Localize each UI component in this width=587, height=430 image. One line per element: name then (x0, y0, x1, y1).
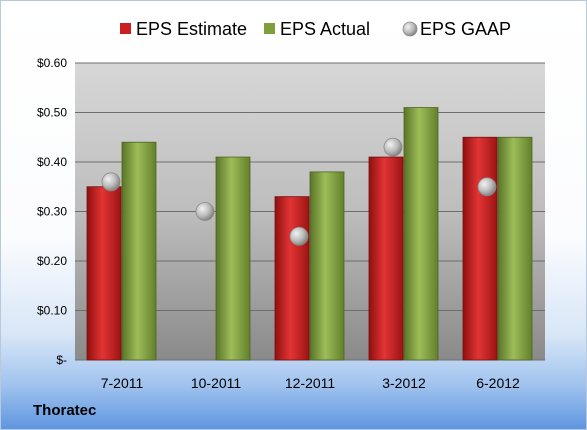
y-tick-label: $0.30 (37, 205, 67, 219)
legend-swatch (264, 23, 275, 34)
bars (86, 107, 533, 361)
bar-eps-actual (403, 107, 439, 361)
bar-eps-estimate (274, 196, 310, 361)
point-eps-gaap (195, 202, 215, 221)
x-tick-label: 12-2011 (285, 375, 336, 391)
point-eps-gaap (383, 137, 403, 157)
legend-label: EPS GAAP (420, 19, 511, 39)
y-axis: $- $0.10 $0.20 $0.30 $0.40 $0.50 $0.60 (37, 56, 67, 367)
y-tick-label: $0.20 (37, 254, 67, 268)
x-tick-label: 10-2011 (191, 375, 242, 391)
x-tick-label: 6-2012 (476, 375, 520, 391)
y-tick-label: $0.10 (37, 304, 67, 318)
point-eps-gaap (477, 177, 497, 197)
y-tick-label: $0.40 (37, 155, 67, 169)
bar-eps-actual (497, 136, 533, 361)
bar-eps-actual (121, 141, 157, 361)
bar-eps-estimate (368, 156, 404, 361)
bar-eps-actual (215, 156, 251, 361)
y-tick-label: $- (56, 353, 67, 367)
point-eps-gaap (289, 226, 309, 246)
y-tick-label: $0.50 (37, 106, 67, 120)
legend: EPS Estimate EPS Actual EPS GAAP (120, 19, 511, 39)
bar-eps-estimate (86, 186, 122, 361)
y-tick-label: $0.60 (37, 56, 67, 70)
legend-label: EPS Actual (280, 19, 370, 39)
bar-eps-estimate (462, 136, 498, 361)
legend-swatch (120, 23, 131, 34)
bar-eps-actual (309, 171, 345, 361)
x-tick-label: 7-2011 (101, 375, 144, 391)
legend-swatch (402, 21, 418, 37)
legend-label: EPS Estimate (136, 19, 247, 39)
company-name: Thoratec (33, 402, 97, 419)
point-eps-gaap (101, 172, 121, 192)
gaap-points (101, 137, 497, 246)
x-tick-label: 3-2012 (382, 375, 426, 391)
x-axis: 7-2011 10-2011 12-2011 3-2012 6-2012 (101, 375, 520, 391)
